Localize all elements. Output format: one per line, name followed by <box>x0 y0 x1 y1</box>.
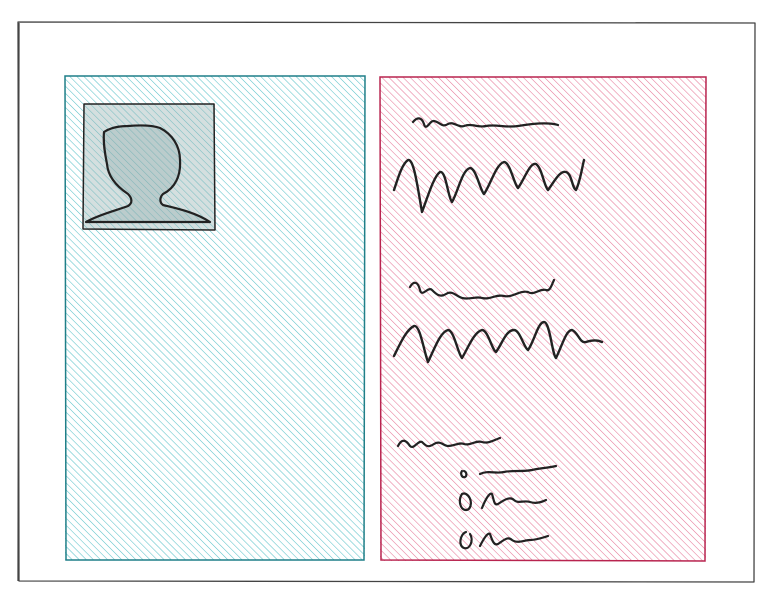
list-item-scribble <box>480 492 548 510</box>
bullet-icon <box>458 492 472 512</box>
heading-scribble <box>408 278 556 300</box>
list-heading-scribble <box>396 436 502 448</box>
user-silhouette-icon <box>84 124 212 224</box>
left-panel-border <box>64 75 366 561</box>
body-scribble <box>392 320 604 364</box>
text-block-2 <box>392 278 604 364</box>
right-panel-fill <box>380 77 706 561</box>
bullet-icon <box>459 530 473 550</box>
right-panel-border <box>379 76 707 562</box>
avatar <box>82 103 216 231</box>
page-frame <box>17 21 756 583</box>
right-panel <box>379 76 707 562</box>
list-block <box>396 436 558 550</box>
list-item <box>458 492 548 512</box>
heading-scribble <box>411 117 560 128</box>
body-scribble <box>392 158 586 214</box>
text-block-1 <box>392 117 586 214</box>
avatar-frame <box>82 103 216 231</box>
list-item-scribble <box>478 464 558 476</box>
list-item-scribble <box>478 532 550 548</box>
list-item <box>460 464 558 479</box>
bullet-icon <box>460 469 468 479</box>
list-item <box>459 530 550 550</box>
